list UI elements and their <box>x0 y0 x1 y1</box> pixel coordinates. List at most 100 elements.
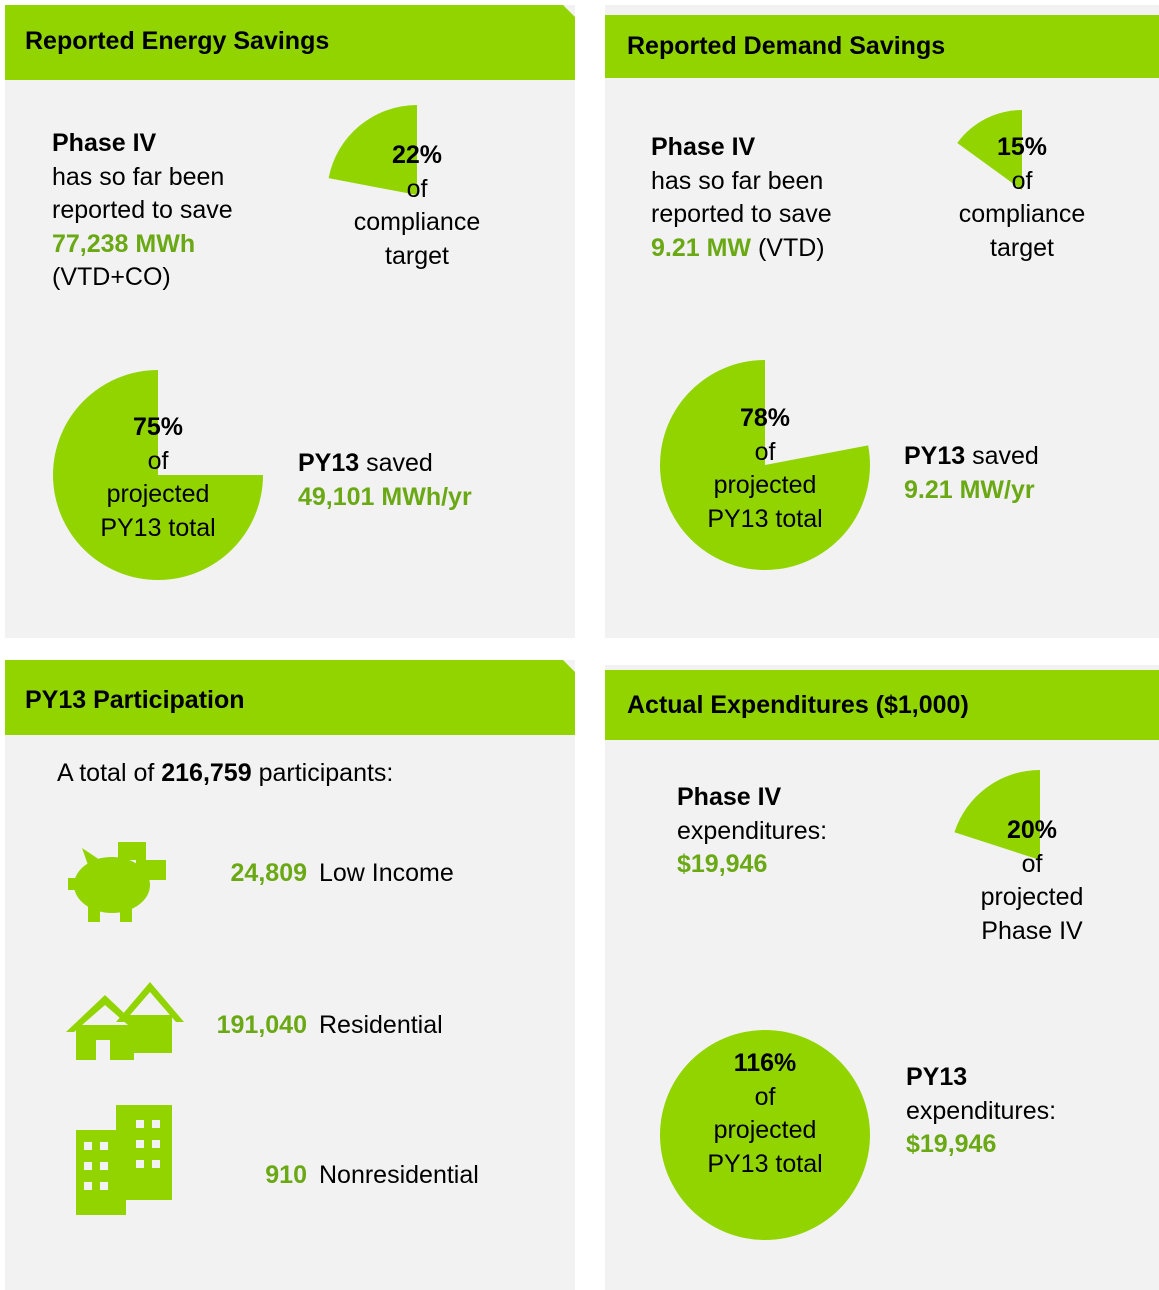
header-band <box>605 15 1159 78</box>
text-run: 20% <box>1006 816 1058 844</box>
caption-line: expenditures: <box>906 1096 1056 1126</box>
text-run: of <box>406 174 428 203</box>
text-run: 216,759 <box>161 759 252 787</box>
text-run: Reported Energy Savings <box>25 27 330 55</box>
share-wedge <box>53 370 263 580</box>
caption-line: projected <box>714 470 817 500</box>
group-label: Residential <box>319 1010 443 1040</box>
group-count: 191,040 <box>217 1010 307 1040</box>
caption-line: of <box>755 437 776 467</box>
caption-line: PY13 total <box>100 513 215 543</box>
text-run: PY13 <box>298 449 360 477</box>
caption-line: 75% <box>133 412 183 442</box>
caption-line: has so far been <box>52 162 224 192</box>
text: 9.21 MW/yr <box>904 475 1035 505</box>
panel-title: PY13 Participation <box>25 685 245 715</box>
caption-line: compliance <box>959 199 1085 229</box>
share-wedge <box>660 1030 870 1240</box>
caption-line: of <box>1012 166 1033 196</box>
caption-line: Phase IV <box>981 916 1082 946</box>
text-run: A total of <box>57 759 155 787</box>
text-run: 77,238 MWh <box>52 229 196 258</box>
text-run: 191,040 <box>216 1011 307 1039</box>
panel-title: Reported Energy Savings <box>25 26 329 56</box>
text-run: participants: <box>258 759 394 787</box>
text-run: target <box>990 233 1054 262</box>
piggy-icon <box>68 842 166 922</box>
caption-line: target <box>385 241 449 271</box>
text: 49,101 MWh/yr <box>298 482 472 512</box>
text-run: PY13 total <box>100 513 216 542</box>
group-count: 24,809 <box>231 858 307 888</box>
caption-line: projected <box>107 479 210 509</box>
text-run: 910 <box>265 1161 307 1189</box>
caption-line: 116% <box>734 1048 797 1078</box>
caption-line: has so far been <box>651 166 823 196</box>
text-run: $19,946 <box>677 850 768 878</box>
text-run: expenditures: <box>677 816 828 845</box>
text-run: 15% <box>996 133 1048 161</box>
share-wedge <box>660 360 870 570</box>
text-run: PY13 Participation <box>25 686 245 714</box>
caption-line: of <box>148 446 169 476</box>
caption-line: expenditures: <box>677 816 827 846</box>
caption-line: 77,238 MWh <box>52 229 195 259</box>
header-band <box>5 660 575 735</box>
caption-line: projected <box>714 1115 817 1145</box>
text-run: projected <box>106 480 210 508</box>
caption-line: of <box>755 1082 776 1112</box>
text-run: expenditures: <box>906 1096 1057 1125</box>
caption-line: Phase IV <box>52 128 156 158</box>
caption-line: compliance <box>354 207 480 237</box>
caption-line: (VTD+CO) <box>52 262 171 292</box>
text-run: Nonresidential <box>319 1161 479 1189</box>
caption-line: 20% <box>1007 815 1057 845</box>
text-run: of <box>1021 849 1043 878</box>
text-run: projected <box>713 471 817 499</box>
text-run: Phase IV <box>52 129 157 157</box>
panel-title: Reported Demand Savings <box>627 31 945 61</box>
caption-line: reported to save <box>651 199 832 229</box>
text-run: PY13 <box>904 442 966 470</box>
caption-line: target <box>990 233 1054 263</box>
caption-line: 15% <box>997 132 1047 162</box>
panel-title: Actual Expenditures ($1,000) <box>627 690 969 720</box>
text-run: $19,946 <box>906 1130 997 1158</box>
text-run: compliance <box>958 200 1086 228</box>
share-wedge <box>328 105 417 195</box>
text-run: Phase IV <box>651 133 756 161</box>
caption-line: PY13 total <box>707 1149 822 1179</box>
text: PY13 saved <box>298 448 433 478</box>
text-run: 78% <box>739 404 791 432</box>
text-run: (VTD) <box>757 233 825 262</box>
text-run: PY13 <box>906 1063 968 1091</box>
share-wedge <box>957 110 1022 190</box>
text-run: projected <box>713 1116 817 1144</box>
text-run: projected <box>980 883 1084 911</box>
text-run: of <box>754 1082 776 1111</box>
text: PY13 saved <box>904 441 1039 471</box>
caption-line: PY13 total <box>707 504 822 534</box>
text-run: 9.21 MW <box>651 233 752 262</box>
caption-line: $19,946 <box>677 849 767 879</box>
text-run: has so far been <box>52 162 225 191</box>
group-count: 910 <box>265 1160 307 1190</box>
panel <box>605 5 1159 638</box>
text-run: 49,101 MWh/yr <box>298 483 472 511</box>
text-run: reported to save <box>52 196 233 224</box>
text-run: 75% <box>132 413 184 441</box>
caption-line: Phase IV <box>677 782 781 812</box>
text-run: has so far been <box>651 166 824 195</box>
caption-line: of <box>407 174 428 204</box>
caption-line: 78% <box>740 403 790 433</box>
text-run: 22% <box>391 141 443 169</box>
text-run: Phase IV <box>981 916 1083 945</box>
text-run: saved <box>366 449 433 477</box>
caption-line: 22% <box>392 140 442 170</box>
text-run: saved <box>972 442 1039 470</box>
text-run: PY13 total <box>707 504 823 533</box>
text-run: PY13 total <box>707 1149 823 1178</box>
group-label: Low Income <box>319 858 454 888</box>
